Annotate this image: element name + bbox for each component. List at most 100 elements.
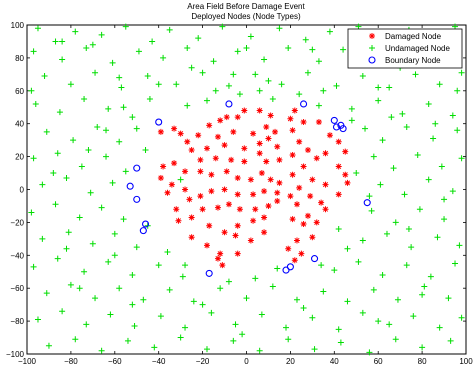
damaged-node-point (289, 151, 296, 158)
damaged-node-point (289, 171, 296, 178)
undamaged-node-point (52, 201, 59, 208)
undamaged-node-point (252, 275, 259, 282)
asterisk-stroke (296, 138, 303, 145)
plus-stroke (39, 181, 46, 188)
undamaged-node-point (107, 311, 114, 318)
plus-stroke (70, 137, 77, 144)
undamaged-node-point (340, 46, 347, 53)
undamaged-node-point (166, 26, 173, 33)
undamaged-node-point (414, 151, 421, 158)
damaged-node-point (342, 171, 349, 178)
plus-stroke (304, 69, 311, 76)
asterisk-stroke (250, 217, 257, 224)
damaged-node-point (214, 133, 221, 140)
plus-stroke (452, 260, 459, 267)
damaged-node-point (304, 212, 311, 219)
asterisk-stroke (335, 163, 342, 170)
damaged-node-point (256, 107, 263, 114)
damaged-node-point (223, 168, 230, 175)
undamaged-node-point (285, 336, 292, 343)
asterisk-stroke (315, 119, 322, 126)
plus-stroke (276, 25, 283, 32)
undamaged-node-point (243, 45, 250, 52)
asterisk-stroke (221, 229, 228, 236)
plus-stroke (34, 316, 41, 323)
undamaged-node-point (311, 346, 318, 353)
asterisk-stroke (267, 176, 274, 183)
boundary-node-point (300, 100, 308, 108)
asterisk-stroke (197, 168, 204, 175)
plus-stroke (375, 97, 382, 104)
undamaged-node-point (52, 38, 59, 45)
plus-stroke (456, 242, 463, 249)
plus-stroke (454, 87, 461, 94)
plus-stroke (59, 56, 66, 63)
damaged-node-point (197, 156, 204, 163)
undamaged-node-point (326, 28, 333, 35)
damaged-node-point (206, 222, 213, 229)
plus-stroke (98, 31, 105, 38)
plus-stroke (81, 96, 88, 103)
undamaged-node-point (217, 285, 224, 292)
plus-stroke (182, 262, 189, 269)
undamaged-node-point (302, 36, 309, 43)
undamaged-node-point (63, 245, 70, 252)
asterisk-stroke (214, 255, 221, 262)
undamaged-node-point (438, 163, 445, 170)
undamaged-node-point (320, 288, 327, 295)
plus-stroke (184, 102, 191, 109)
asterisk-stroke (276, 156, 283, 163)
undamaged-node-point (63, 174, 70, 181)
undamaged-node-point (234, 48, 241, 55)
undamaged-node-point (219, 23, 226, 30)
plus-stroke (302, 36, 309, 43)
damaged-node-point (274, 143, 281, 150)
plus-stroke (425, 176, 432, 183)
plus-stroke (399, 110, 406, 117)
undamaged-node-point (129, 301, 136, 308)
damaged-node-point (168, 181, 175, 188)
undamaged-node-point (116, 138, 123, 145)
asterisk-stroke (256, 140, 263, 147)
plus-stroke (421, 283, 428, 290)
plus-stroke (239, 331, 246, 338)
damaged-node-point (164, 189, 171, 196)
plus-stroke (243, 295, 250, 302)
damaged-node-point (197, 168, 204, 175)
undamaged-node-point (368, 207, 375, 214)
undamaged-node-point (427, 273, 434, 280)
asterisk-stroke (285, 245, 292, 252)
plus-stroke (41, 72, 48, 79)
plus-stroke (436, 81, 443, 88)
undamaged-node-point (94, 123, 101, 130)
undamaged-node-point (309, 314, 316, 321)
plus-stroke (190, 298, 197, 305)
undamaged-node-point (359, 72, 366, 79)
undamaged-node-point (54, 255, 61, 262)
damaged-node-point (221, 186, 228, 193)
asterisk-stroke (184, 138, 191, 145)
asterisk-stroke (206, 122, 213, 129)
asterisk-stroke (304, 212, 311, 219)
asterisk-stroke (274, 189, 281, 196)
damaged-node-point (171, 160, 178, 167)
undamaged-node-point (348, 105, 355, 112)
y-tick-label: −40 (10, 251, 24, 260)
undamaged-node-point (81, 96, 88, 103)
damaged-node-point (335, 163, 342, 170)
asterisk-stroke (232, 232, 239, 239)
plus-stroke (362, 125, 369, 132)
damaged-node-point (208, 188, 215, 195)
asterisk-stroke (236, 206, 243, 213)
undamaged-node-point (405, 225, 412, 232)
asterisk-stroke (234, 114, 241, 121)
boundary-node-point (141, 220, 150, 228)
asterisk-stroke (300, 119, 307, 126)
plus-stroke (52, 38, 59, 45)
plus-stroke (177, 176, 184, 183)
damaged-node-point (313, 155, 320, 162)
plus-stroke (116, 138, 123, 145)
damaged-node-point (225, 201, 232, 208)
plus-stroke (359, 309, 366, 316)
x-tick-label: −80 (64, 357, 78, 366)
